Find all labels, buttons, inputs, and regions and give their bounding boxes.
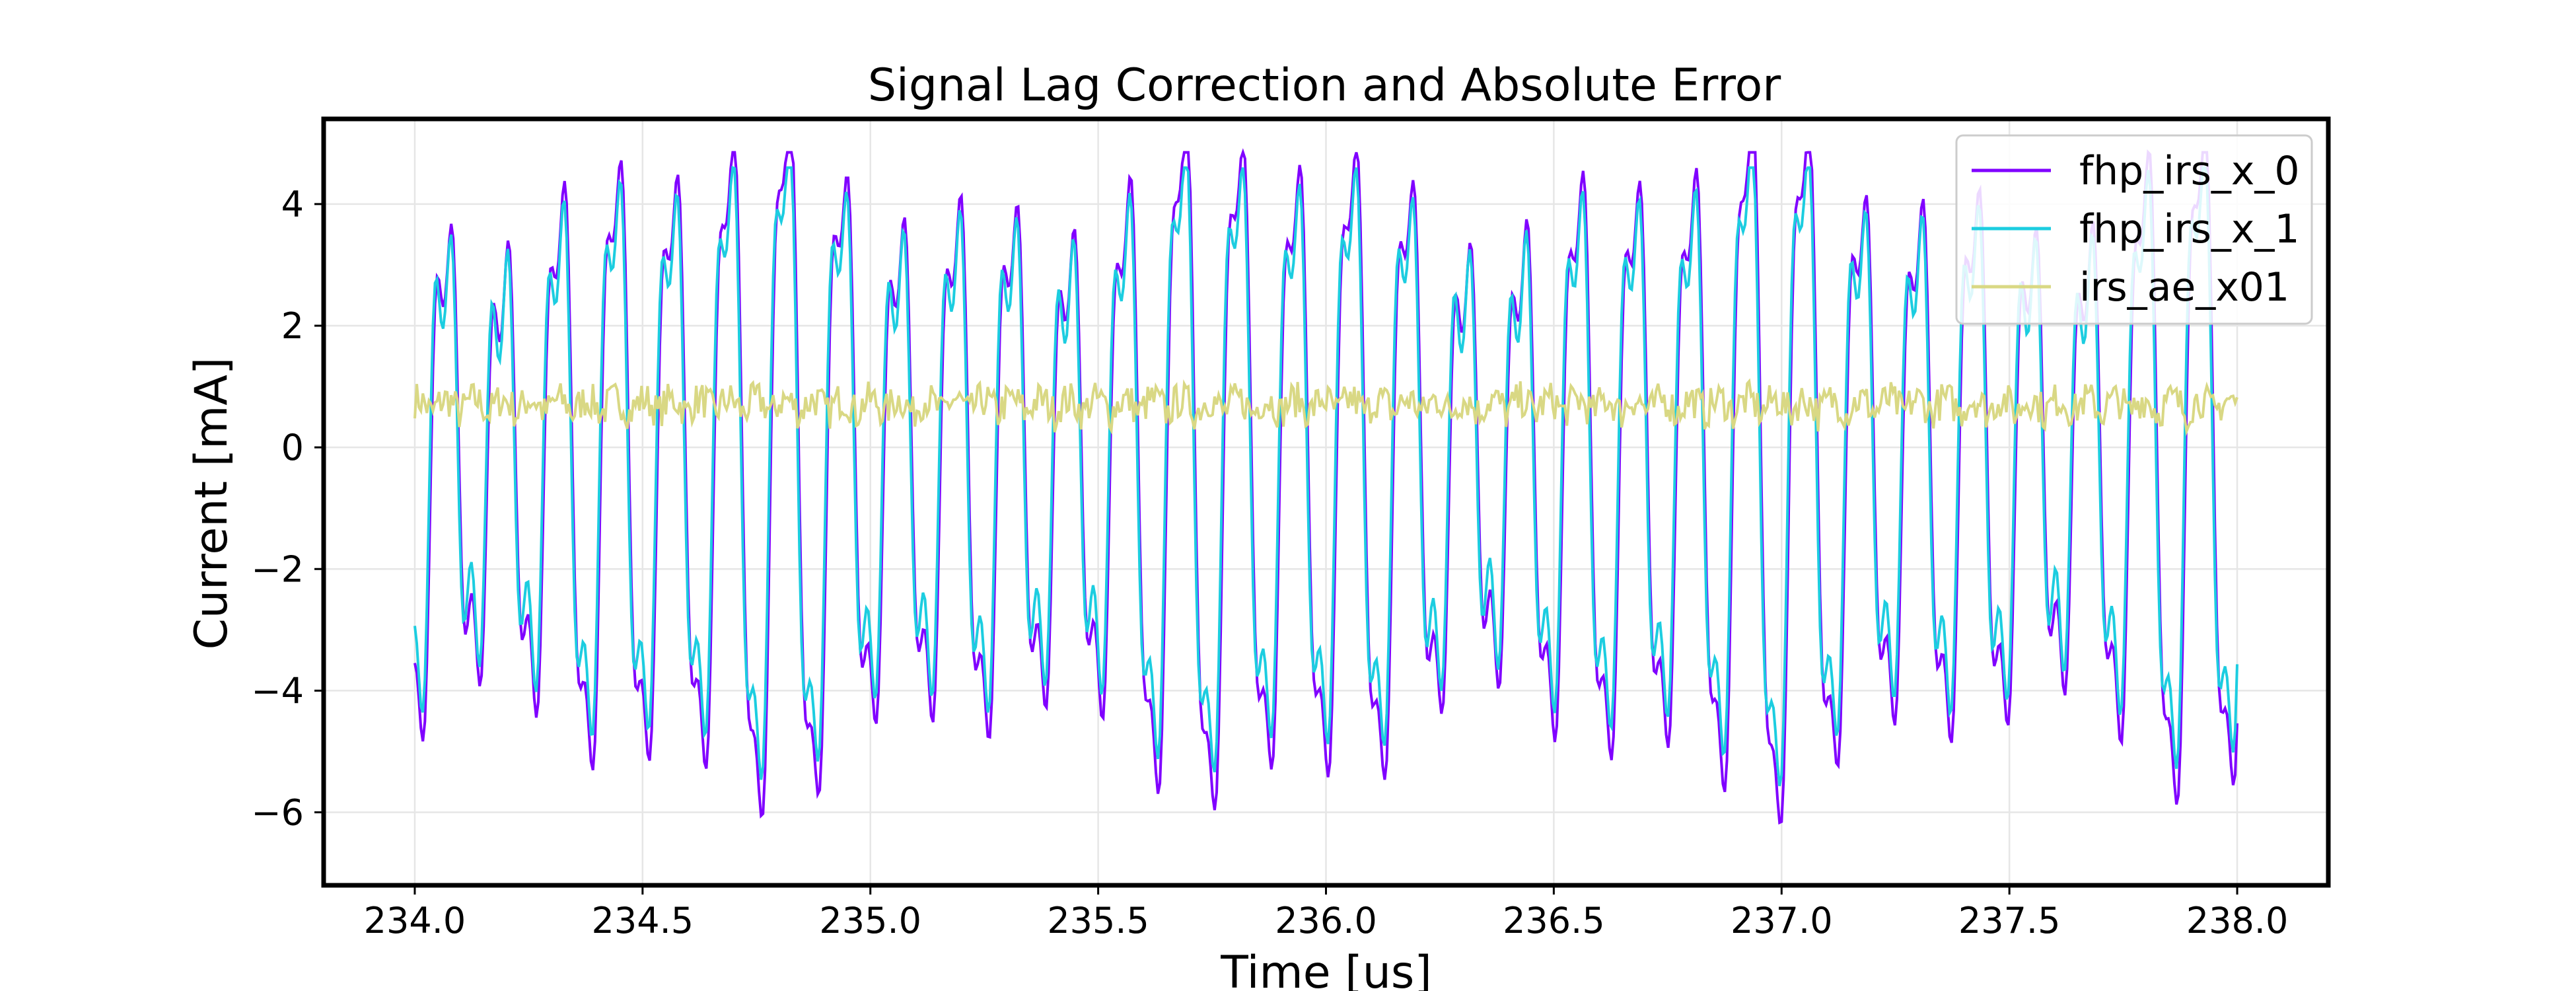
legend-label: fhp_irs_x_1: [2079, 206, 2300, 252]
y-tick-label: −6: [251, 792, 304, 834]
series-line-irs-ae-x01: [413, 378, 2238, 437]
y-tick-label: 2: [281, 305, 304, 347]
legend-label: irs_ae_x01: [2079, 264, 2289, 311]
x-tick-label: 237.0: [1731, 900, 1833, 941]
x-tick-label: 235.5: [1047, 900, 1149, 941]
x-axis-label: Time [us]: [1220, 947, 1432, 991]
y-tick-label: −2: [251, 548, 304, 590]
x-tick-label: 236.0: [1275, 900, 1377, 941]
legend-box: [1955, 134, 2313, 325]
x-tick-label: 234.5: [592, 900, 694, 941]
y-tick-label: 4: [281, 184, 304, 225]
series-lines: [413, 148, 2238, 825]
y-axis-label: Current [mA]: [186, 357, 238, 650]
axis-ticks: 234.0 234.5 235.0 235.5 236.0 236.5 237.0 237.5…: [251, 184, 2288, 941]
x-tick-label: 238.0: [2186, 900, 2289, 941]
x-tick-label: 235.0: [819, 900, 921, 941]
legend[interactable]: fhp_irs_x_0 fhp_irs_x_1 irs_ae_x01: [1955, 134, 2313, 325]
y-tick-label: −4: [251, 670, 304, 712]
x-tick-label: 237.5: [1958, 900, 2061, 941]
x-tick-label: 236.5: [1503, 900, 1605, 941]
legend-label: fhp_irs_x_0: [2079, 148, 2300, 194]
x-tick-label: 234.0: [364, 900, 466, 941]
y-tick-label: 0: [281, 427, 304, 468]
series-line-fhp-irs-x-1: [413, 165, 2238, 787]
grid-lines: [324, 119, 2328, 885]
chart-title: Signal Lag Correction and Absolute Error: [868, 59, 1781, 112]
